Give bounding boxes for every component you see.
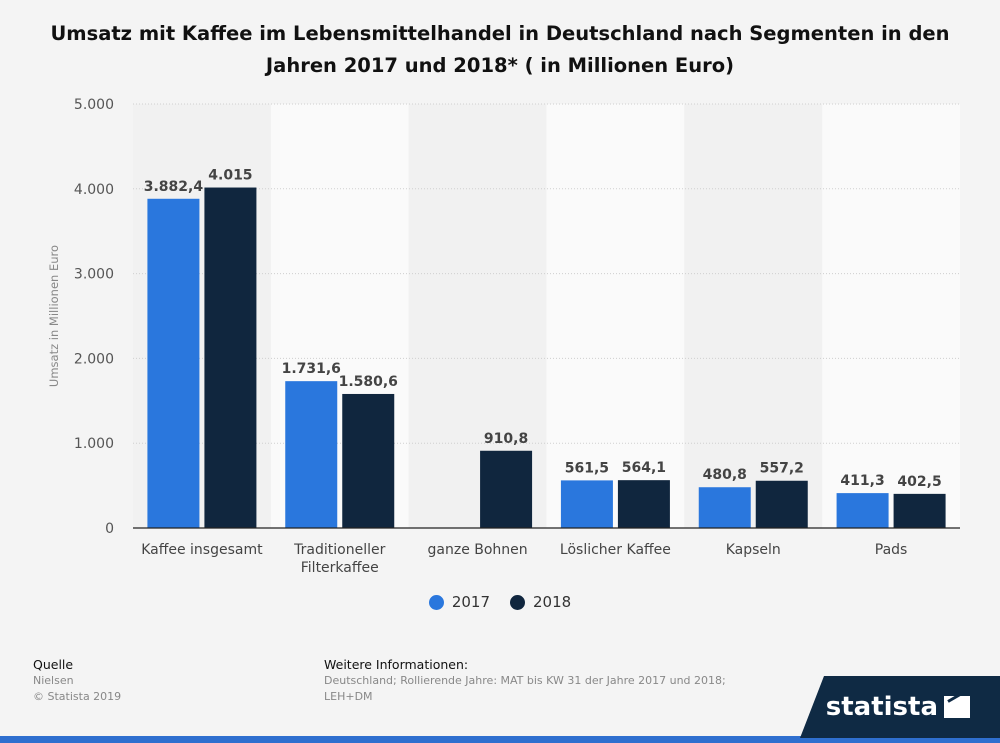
x-tick-label: Traditioneller (293, 542, 385, 558)
chart-title: Umsatz mit Kaffee im Lebensmittelhandel … (50, 22, 950, 77)
y-tick-label: 1.000 (74, 436, 114, 452)
x-tick-label: Kapseln (726, 542, 781, 558)
y-tick-label: 5.000 (74, 97, 114, 113)
source-heading: Quelle (33, 657, 74, 672)
statista-logo[interactable]: statista (800, 676, 1000, 738)
y-tick-label: 0 (105, 521, 114, 537)
copyright: © Statista 2019 (33, 690, 122, 703)
data-label-2018-4: 557,2 (760, 461, 804, 477)
category-band (822, 104, 960, 528)
data-label-2018-3: 564,1 (622, 460, 666, 476)
x-tick-label: ganze Bohnen (428, 542, 528, 558)
x-tick-label: Pads (875, 542, 908, 558)
bar-2018-2 (480, 450, 533, 528)
data-label-2018-1: 1.580,6 (339, 374, 398, 390)
brand-band (0, 736, 1000, 743)
x-tick-label: Filterkaffee (301, 560, 379, 576)
legend-dot-2017 (428, 594, 444, 610)
y-tick-label: 2.000 (74, 351, 114, 367)
info-text: Deutschland; Rollierende Jahre: MAT bis … (324, 674, 726, 703)
bar-chart: 0 1.000 2.000 3.000 4.000 5.000 Umsatz in Mill… (47, 97, 960, 576)
x-tick-label: Kaffee insgesamt (141, 542, 263, 558)
x-tick-label: Löslicher Kaffee (560, 542, 671, 558)
footer-source: Quelle Nielsen © Statista 2019 (33, 657, 293, 705)
legend-item-2018[interactable]: 2018 (510, 593, 571, 611)
footer-info: Weitere Informationen: Deutschland; Roll… (324, 657, 744, 705)
bar-2017-4 (698, 487, 751, 528)
legend-label-2017: 2017 (451, 593, 490, 611)
bar-2018-0 (204, 187, 257, 528)
bar-2018-4 (755, 480, 808, 528)
y-tick-label: 3.000 (74, 267, 114, 283)
bar-2018-1 (342, 393, 395, 528)
bar-2018-5 (893, 493, 946, 528)
source-link[interactable]: Nielsen (33, 674, 74, 687)
legend-item-2017[interactable]: 2017 (428, 593, 490, 611)
bar-2017-3 (560, 480, 613, 528)
y-tick-label: 4.000 (74, 182, 114, 198)
statista-logo-icon (944, 696, 970, 718)
category-band (684, 104, 823, 528)
data-label-2017-4: 480,8 (703, 467, 747, 483)
legend-dot-2018 (510, 594, 525, 610)
legend-label-2018: 2018 (533, 593, 572, 611)
category-band (546, 104, 685, 528)
data-label-2018-0: 4.015 (208, 168, 252, 184)
data-label-2018-5: 402,5 (897, 474, 941, 490)
brand-name: statista (825, 692, 938, 722)
bar-2018-3 (617, 480, 670, 528)
bar-2017-1 (285, 381, 338, 528)
data-label-2018-2: 910,8 (484, 431, 528, 447)
data-label-2017-0: 3.882,4 (144, 179, 204, 195)
y-axis-label: Umsatz in Millionen Euro (47, 245, 61, 387)
legend: 2017 2018 (0, 593, 1000, 611)
data-label-2017-1: 1.731,6 (282, 361, 341, 377)
data-label-2017-3: 561,5 (565, 460, 609, 476)
bar-2017-5 (836, 493, 889, 528)
data-label-2017-5: 411,3 (840, 473, 884, 489)
bar-2017-0 (147, 198, 200, 529)
info-heading: Weitere Informationen: (324, 657, 469, 672)
